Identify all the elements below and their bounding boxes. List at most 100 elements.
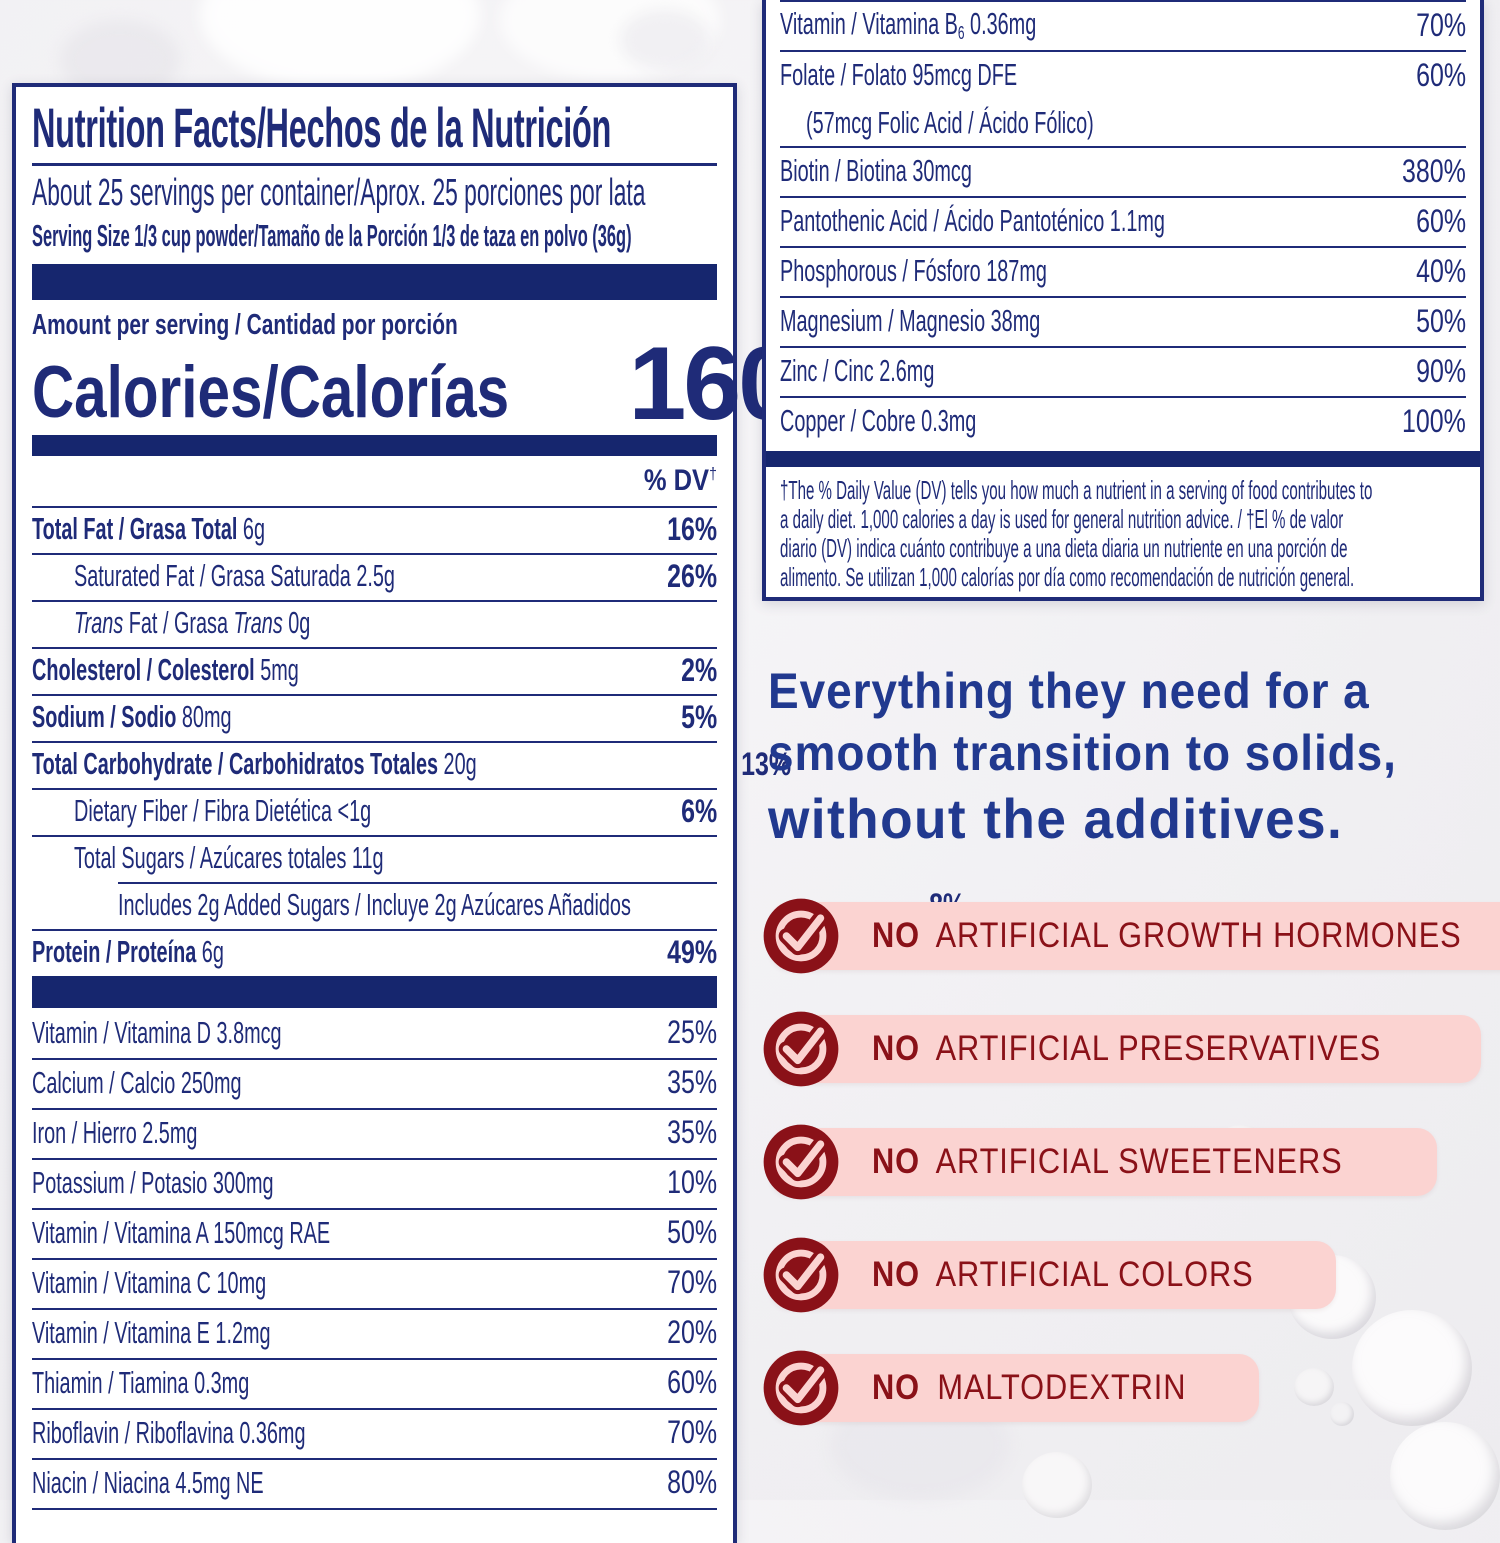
table-row: Cholesterol / Colesterol 5mg 2% xyxy=(32,646,717,694)
vitamin-table-continued: Vitamin / Vitamina B6 0.36mg 70% Folate … xyxy=(780,0,1466,446)
table-row: Zinc / Cinc 2.6mg 90% xyxy=(780,346,1466,396)
table-row: Saturated Fat / Grasa Saturada 2.5g 26% xyxy=(32,552,717,600)
badge-label: ARTIFICIAL GROWTH HORMONES xyxy=(927,916,1462,955)
daily-value-percent: 10% xyxy=(667,1164,717,1201)
nutrient-label: Protein / Proteína 6g xyxy=(32,934,224,970)
daily-value-percent: 13% xyxy=(740,745,791,782)
nutrient-label: Phosphorous / Fósforo 187mg xyxy=(780,253,1047,288)
no-additive-badge: NO ARTIFICIAL PRESERVATIVES xyxy=(763,1011,1481,1087)
nutrient-label: Biotin / Biotina 30mcg xyxy=(780,153,972,188)
nutrient-label: Includes 2g Added Sugars / Incluye 2g Az… xyxy=(118,887,631,923)
daily-value-percent: 40% xyxy=(1416,252,1466,289)
check-circle-icon xyxy=(762,1349,840,1427)
no-additive-badge: NO ARTIFICIAL SWEETENERS xyxy=(763,1124,1437,1200)
badge-no-word: NO xyxy=(872,1368,920,1407)
nutrition-facts-continued-panel: Vitamin / Vitamina B6 0.36mg 70% Folate … xyxy=(762,0,1484,601)
table-row: Total Carbohydrate / Carbohidratos Total… xyxy=(32,740,791,788)
table-row: Vitamin / Vitamina B6 0.36mg 70% xyxy=(780,0,1466,50)
table-row: Phosphorous / Fósforo 187mg 40% xyxy=(780,246,1466,296)
check-circle-icon xyxy=(762,897,840,975)
table-row: Potassium / Potasio 300mg 10% xyxy=(32,1157,717,1208)
table-row: Trans Fat / Grasa Trans 0g xyxy=(32,599,717,647)
bubble xyxy=(620,10,710,70)
no-additive-badge: NO ARTIFICIAL COLORS xyxy=(763,1237,1336,1313)
badge-label: ARTIFICIAL PRESERVATIVES xyxy=(927,1029,1382,1068)
daily-value-percent: 50% xyxy=(1416,302,1466,339)
servings-per-container: About 25 servings per container/Aprox. 2… xyxy=(32,171,646,214)
badge-no-word: NO xyxy=(872,1255,920,1294)
bubble xyxy=(1330,1402,1354,1426)
table-row: Iron / Hierro 2.5mg 35% xyxy=(32,1107,717,1158)
table-row: Vitamin / Vitamina C 10mg 70% xyxy=(32,1257,717,1308)
nutrient-label: Niacin / Niacina 4.5mg NE xyxy=(32,1464,264,1500)
table-row: Dietary Fiber / Fibra Dietética <1g 6% xyxy=(32,787,717,835)
table-row: Riboflavin / Riboflavina 0.36mg 70% xyxy=(32,1407,717,1458)
badge-no-word: NO xyxy=(872,1029,920,1068)
table-row: Includes 2g Added Sugars / Incluye 2g Az… xyxy=(32,881,966,929)
no-additive-badge: NO MALTODEXTRIN xyxy=(763,1350,1260,1426)
no-additive-badge: NO ARTIFICIAL GROWTH HORMONES xyxy=(763,898,1500,974)
daily-value-percent: 80% xyxy=(667,1464,717,1501)
check-circle-icon xyxy=(762,1123,840,1201)
nutrient-label: Vitamin / Vitamina E 1.2mg xyxy=(32,1314,271,1350)
nutrient-label: Thiamin / Tiamina 0.3mg xyxy=(32,1364,250,1400)
table-row: Thiamin / Tiamina 0.3mg 60% xyxy=(32,1357,717,1408)
table-row: Folate / Folato 95mcg DFE 60% (57mcg Fol… xyxy=(780,50,1466,146)
nutrient-label: Vitamin / Vitamina C 10mg xyxy=(32,1264,267,1300)
nutrient-label: Magnesium / Magnesio 38mg xyxy=(780,303,1041,338)
daily-value-header: % DV† xyxy=(644,463,717,497)
nutrient-label: Vitamin / Vitamina B6 0.36mg xyxy=(780,5,1037,44)
daily-value-percent: 49% xyxy=(667,933,717,970)
nutrient-label: Total Fat / Grasa Total 6g xyxy=(32,511,266,547)
daily-value-percent: 35% xyxy=(667,1114,717,1151)
marketing-headline: Everything they need for a smooth transi… xyxy=(768,663,1397,850)
nutrition-facts-title: Nutrition Facts/Hechos de la Nutrición xyxy=(32,96,612,159)
table-row: Pantothenic Acid / Ácido Pantoténico 1.1… xyxy=(780,196,1466,246)
nutrient-label: Trans Fat / Grasa Trans 0g xyxy=(74,605,311,641)
daily-value-percent: 60% xyxy=(1416,202,1466,239)
daily-value-percent: 6% xyxy=(680,792,717,829)
serving-size: Serving Size 1/3 cup powder/Tamaño de la… xyxy=(32,218,632,254)
thick-divider-bar xyxy=(766,451,1480,467)
nutrient-label: Sodium / Sodio 80mg xyxy=(32,699,232,735)
nutrient-label: Iron / Hierro 2.5mg xyxy=(32,1114,198,1150)
bubble xyxy=(200,0,480,90)
calories-label: Calories/Calorías xyxy=(32,351,510,433)
calories-row: Calories/Calorías 160 xyxy=(32,332,796,436)
daily-value-percent: 50% xyxy=(667,1214,717,1251)
table-row: Vitamin / Vitamina A 150mcg RAE 50% xyxy=(32,1207,717,1258)
thick-divider-bar xyxy=(32,975,717,1008)
nutrient-label: Dietary Fiber / Fibra Dietética <1g xyxy=(74,793,372,829)
nutrient-label: Vitamin / Vitamina D 3.8mcg xyxy=(32,1014,282,1050)
daily-value-percent: 16% xyxy=(667,510,717,547)
bubble xyxy=(1352,1310,1472,1426)
amount-per-serving-label: Amount per serving / Cantidad por porció… xyxy=(32,308,458,341)
divider xyxy=(32,162,717,166)
daily-value-percent: 26% xyxy=(667,557,717,594)
no-additive-badges: NO ARTIFICIAL GROWTH HORMONES NO ARTIFIC… xyxy=(763,898,1500,1467)
badge-label: ARTIFICIAL COLORS xyxy=(927,1255,1254,1294)
check-circle-icon xyxy=(762,1010,840,1088)
table-row: Copper / Cobre 0.3mg 100% xyxy=(780,396,1466,446)
medium-divider-bar xyxy=(32,434,717,456)
bubble xyxy=(1294,1368,1334,1406)
table-row: Sodium / Sodio 80mg 5% xyxy=(32,693,717,741)
nutrient-label: Total Sugars / Azúcares totales 11g xyxy=(74,840,384,876)
daily-value-percent: 60% xyxy=(1416,56,1466,93)
nutrient-sub-label: (57mcg Folic Acid / Ácido Fólico) xyxy=(806,105,1094,140)
daily-value-percent: 90% xyxy=(1416,352,1466,389)
nutrient-label: Potassium / Potasio 300mg xyxy=(32,1164,274,1200)
badge-no-word: NO xyxy=(872,1142,920,1181)
daily-value-percent: 70% xyxy=(1416,6,1466,43)
nutrient-label: Cholesterol / Colesterol 5mg xyxy=(32,652,299,688)
nutrition-facts-panel: Nutrition Facts/Hechos de la Nutrición A… xyxy=(12,83,966,1543)
daily-value-percent: 5% xyxy=(680,698,717,735)
daily-value-percent: 2% xyxy=(680,651,717,688)
nutrient-label: Saturated Fat / Grasa Saturada 2.5g xyxy=(74,558,395,594)
check-circle-icon xyxy=(762,1236,840,1314)
daily-value-percent: 70% xyxy=(667,1264,717,1301)
badge-label: MALTODEXTRIN xyxy=(927,1368,1187,1407)
nutrient-label: Riboflavin / Riboflavina 0.36mg xyxy=(32,1414,306,1450)
table-row: Vitamin / Vitamina E 1.2mg 20% xyxy=(32,1307,717,1358)
nutrient-table-main: Total Fat / Grasa Total 6g 16% Saturated… xyxy=(32,505,966,976)
